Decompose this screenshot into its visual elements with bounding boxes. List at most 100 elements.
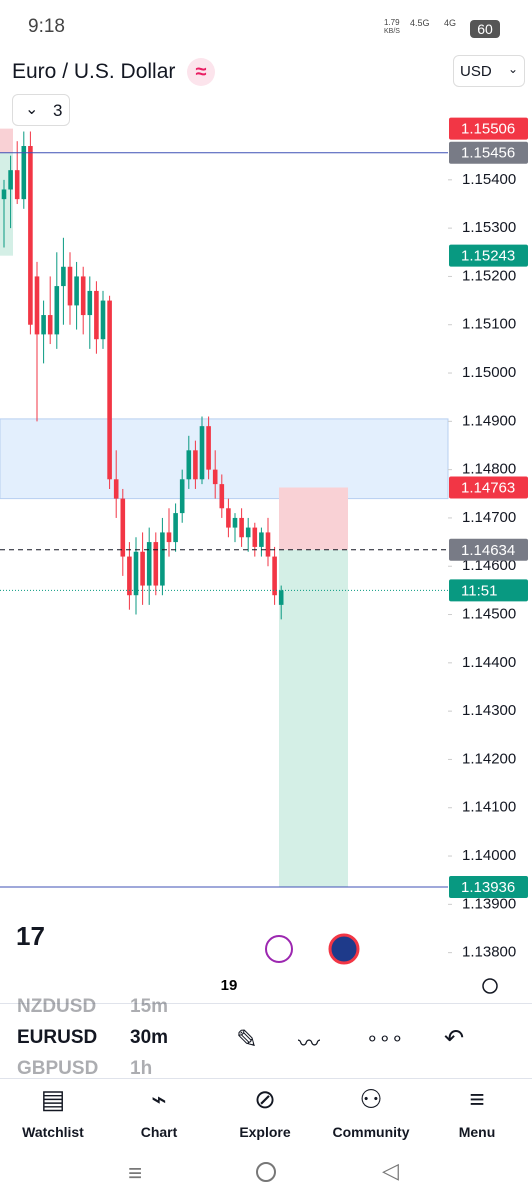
price-label: 1.15243 [461, 248, 515, 265]
currency: USD [460, 63, 492, 80]
y-tick-label: 1.15400 [462, 171, 516, 188]
candle-body [28, 146, 33, 325]
y-tick-label: 1.15100 [462, 316, 516, 333]
candle-body [80, 276, 86, 316]
candle-body [278, 590, 284, 605]
price-label-bg [449, 875, 528, 898]
candle-body [127, 556, 132, 596]
x-label: 19 [221, 977, 238, 994]
nav-label[interactable]: Watchlist [22, 1124, 84, 1140]
price-label: 1.13936 [461, 879, 515, 896]
price-label: 1.15456 [461, 145, 515, 162]
candle-body [245, 527, 251, 538]
watchlist-symbol[interactable]: NZDUSD [17, 996, 97, 1017]
price-label-bg [449, 244, 528, 267]
nav-icon[interactable]: ⊘ [254, 1084, 276, 1114]
nav-label[interactable]: Menu [458, 1124, 496, 1140]
network: 4.5G [410, 18, 430, 28]
candle-body [21, 146, 27, 200]
indicator-toggle[interactable]: ⌄ 3 [12, 94, 70, 126]
y-tick-label: 1.14300 [462, 702, 516, 719]
price-label-bg [449, 476, 528, 499]
candle-body [199, 426, 205, 480]
candle-body [41, 315, 46, 335]
nav-icon[interactable]: ⚇ [359, 1084, 383, 1114]
price-label-bg [449, 117, 528, 140]
price-label: 1.14763 [461, 479, 515, 496]
y-tick-label: 1.14700 [462, 509, 516, 526]
candle-body [146, 542, 152, 586]
watchlist-interval[interactable]: 15m [130, 996, 169, 1017]
candle-body [232, 517, 238, 528]
watchlist-interval[interactable]: 30m [130, 1027, 169, 1048]
candle-body [272, 556, 277, 596]
flash-icon [265, 935, 293, 963]
candle-body [54, 286, 60, 335]
nav-icon[interactable]: ⌁ [151, 1084, 167, 1114]
watchlist-interval[interactable]: 1h [130, 1058, 153, 1079]
chart: 1.15400 1.15300 1.15200 1.15100 1.15000 1.149… [0, 117, 528, 994]
candle-body [87, 290, 93, 316]
y-tick-label: 1.13900 [462, 895, 516, 912]
candle-body [8, 170, 13, 190]
price-label: 1.15506 [461, 121, 515, 138]
nav-icon[interactable]: ▤ [40, 1084, 66, 1114]
candle-body [107, 300, 112, 480]
candle-body [113, 479, 119, 499]
draw-tool[interactable]: ✎ [236, 1024, 258, 1054]
candle-body [47, 315, 53, 335]
candle-body [226, 508, 231, 528]
tv-logo: 17 [16, 921, 45, 951]
candle-body [133, 551, 139, 596]
position-box [279, 549, 348, 887]
candle-body [239, 517, 244, 538]
nav-label[interactable]: Explore [239, 1124, 291, 1140]
nav-label[interactable]: Community [332, 1124, 410, 1140]
candle-body [206, 426, 211, 470]
candle-body [120, 498, 126, 557]
candle-body [179, 479, 185, 514]
nav-icon[interactable]: ≡ [469, 1084, 485, 1114]
nav-label[interactable]: Chart [140, 1124, 178, 1140]
position-box [279, 487, 348, 550]
more-tools[interactable]: ∘∘∘ [366, 1028, 404, 1050]
y-tick-label: 1.14000 [462, 847, 516, 864]
settings-icon [482, 978, 498, 994]
y-tick-label: 1.15000 [462, 364, 516, 381]
candle-body [61, 266, 66, 287]
currency-select[interactable]: USD ⌄ [453, 55, 525, 87]
sys-recent[interactable]: ≡ [128, 1160, 143, 1187]
countdown: 11:51 [461, 582, 497, 599]
watchlist-symbol[interactable]: GBPUSD [17, 1058, 99, 1079]
divider [0, 1078, 532, 1079]
candle-body [252, 527, 258, 547]
chevron: ⌄ [25, 101, 39, 118]
y-tick-label: 1.13800 [462, 944, 516, 961]
y-tick-label: 1.14400 [462, 654, 516, 671]
symbol-title[interactable]: Euro / U.S. Dollar [12, 60, 176, 83]
candle-body [160, 532, 165, 586]
candle-body [265, 532, 271, 557]
candle-body [140, 551, 145, 586]
eu-icon [328, 933, 360, 965]
y-tick-label: 1.14100 [462, 799, 516, 816]
sys-home[interactable] [256, 1162, 276, 1182]
candle-body [259, 532, 264, 547]
candle-body [67, 266, 73, 306]
candle-body [14, 170, 20, 200]
y-tick-label: 1.14600 [462, 557, 516, 574]
indicator-count: 3 [53, 101, 63, 120]
candle-body [34, 276, 40, 335]
y-tick-label: 1.15300 [462, 219, 516, 236]
candle-body [94, 290, 99, 340]
trend-tool[interactable]: 〰 [298, 1031, 321, 1056]
y-tick-label: 1.14200 [462, 750, 516, 767]
watchlist-symbol[interactable]: EURUSD [17, 1027, 98, 1048]
battery: 60 [470, 20, 500, 38]
divider [0, 1003, 532, 1004]
sys-back[interactable]: ◁ [382, 1158, 399, 1183]
price-label: 1.14634 [461, 542, 515, 559]
candle-body [219, 484, 225, 509]
undo[interactable]: ↶ [444, 1025, 465, 1052]
